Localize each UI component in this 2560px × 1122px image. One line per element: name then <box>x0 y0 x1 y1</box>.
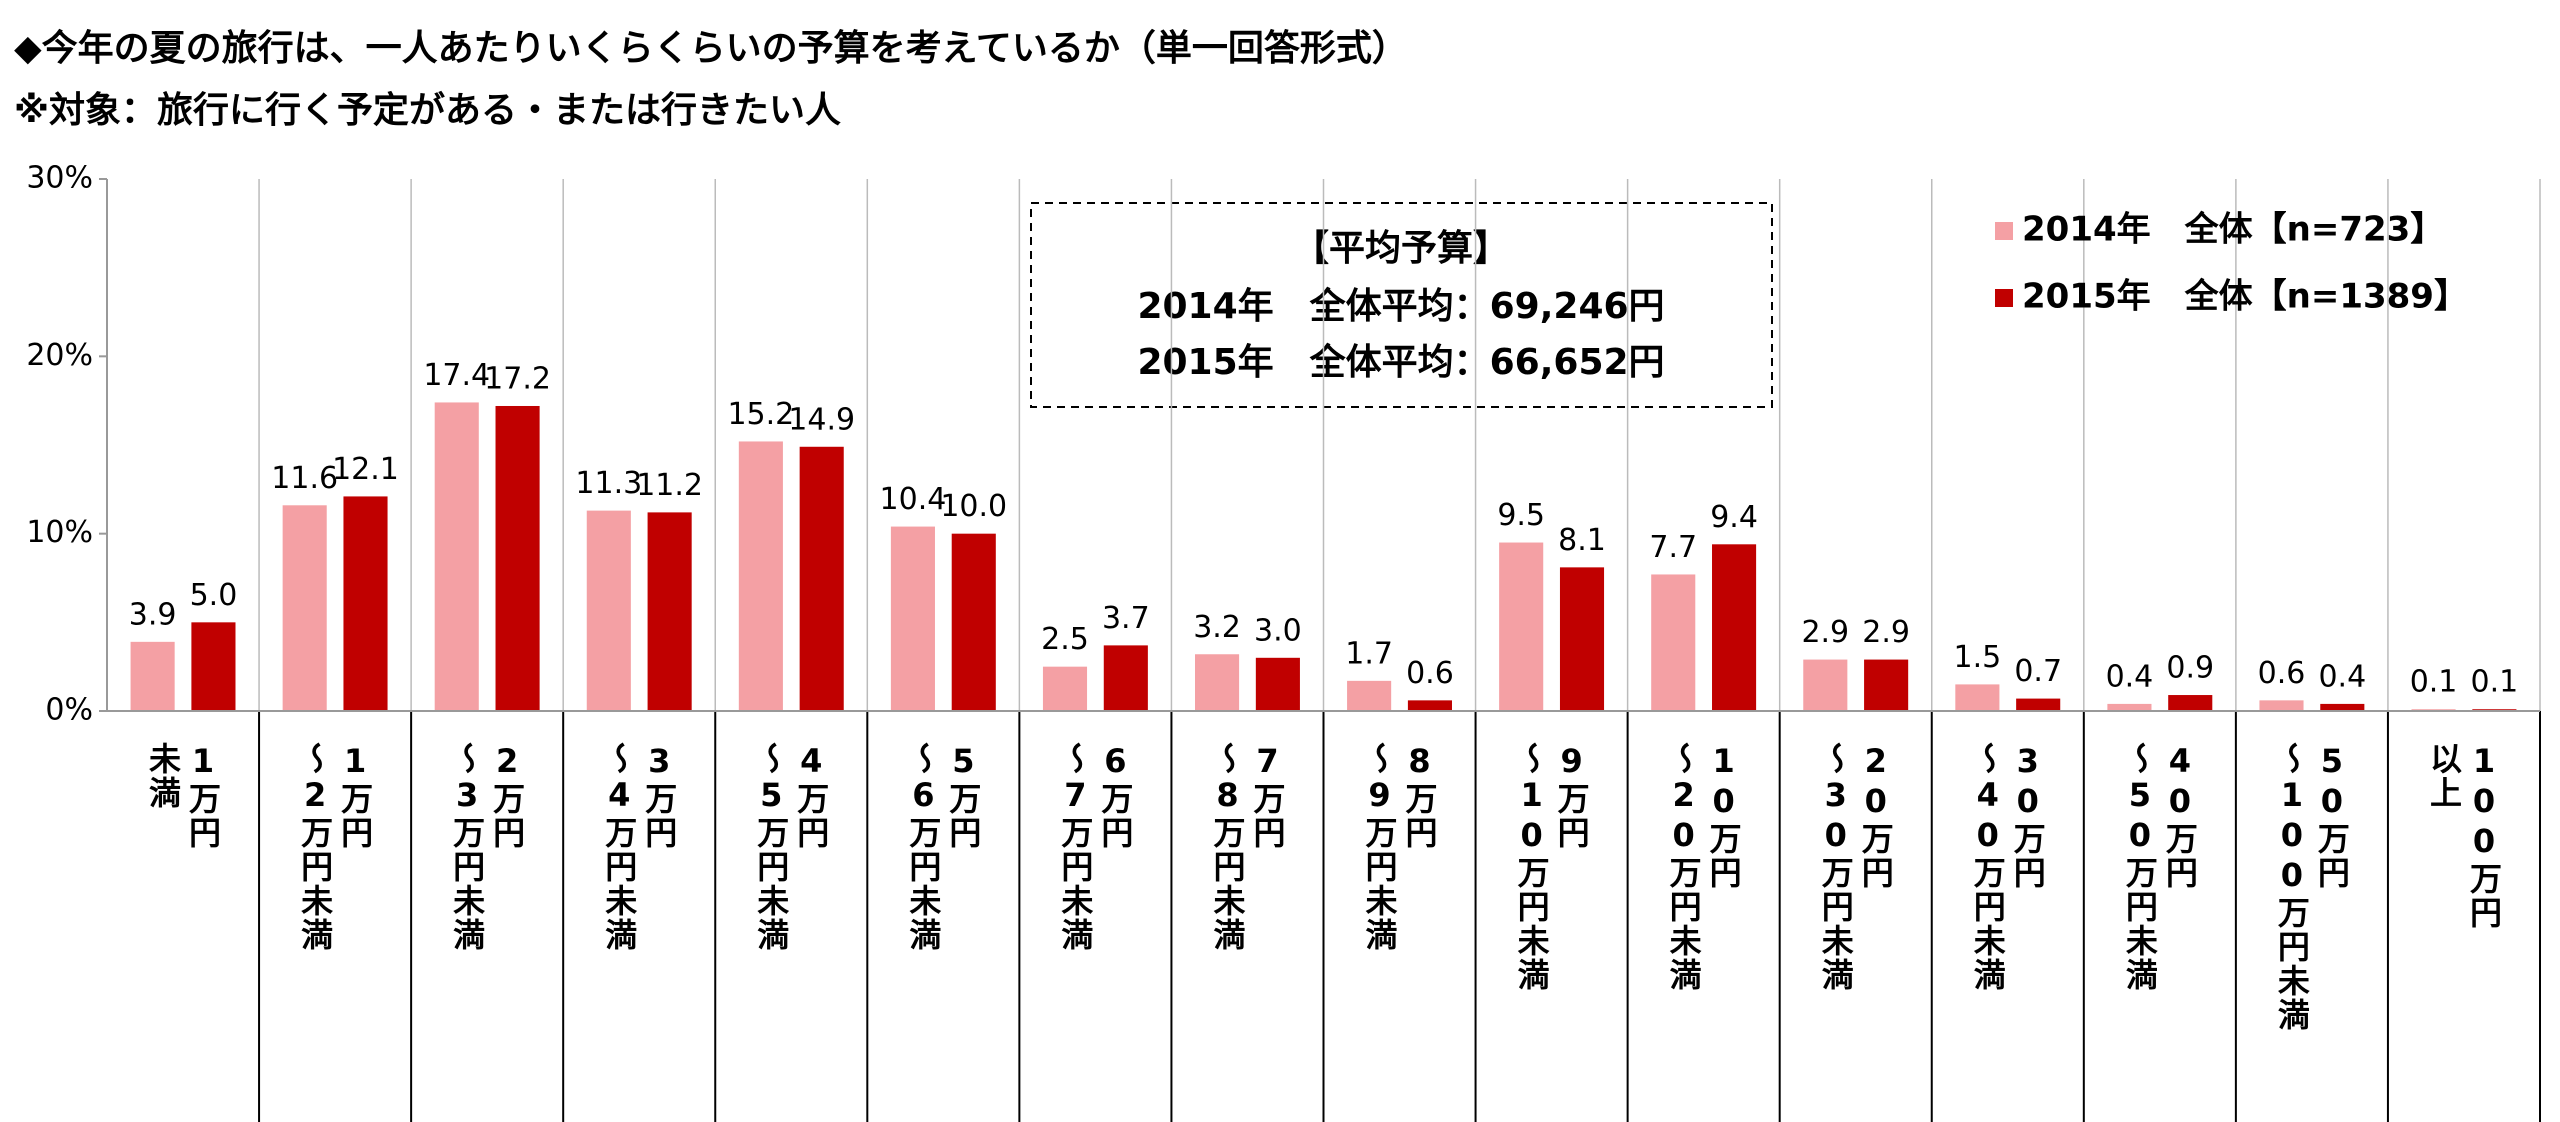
value-label: 17.4 <box>423 358 490 393</box>
x-tick-label: 40万円 ～50万円未満 <box>2120 742 2199 992</box>
x-tick-label: 6万円 ～7万円未満 <box>1056 742 1135 952</box>
x-tick-label: 2万円 ～3万円未満 <box>448 742 527 952</box>
value-label: 3.0 <box>1254 613 1302 648</box>
value-label: 3.7 <box>1102 601 1150 636</box>
value-label: 11.6 <box>271 461 338 496</box>
value-label: 15.2 <box>727 397 794 432</box>
legend-label: 2015年 全体【n=1389】 <box>2022 277 2468 317</box>
value-label: 11.2 <box>636 468 703 503</box>
bar <box>1712 544 1757 711</box>
bar <box>890 526 935 711</box>
x-tick-label: 10万円 ～20万円未満 <box>1664 742 1743 992</box>
bar <box>1651 574 1696 711</box>
value-label: 2.5 <box>1041 622 1089 657</box>
bar <box>2320 703 2365 711</box>
annotation-box <box>1030 202 1773 408</box>
chart-subtitle: ※対象：旅行に行く予定がある・または行きたい人 <box>14 90 841 131</box>
bar <box>434 402 479 711</box>
y-tick-label: 20% <box>26 338 93 373</box>
x-tick-label: 100万円 以上 <box>2424 742 2503 930</box>
x-tick-label: 3万円 ～4万円未満 <box>600 742 679 952</box>
legend-swatch <box>1995 222 2013 240</box>
bar <box>738 441 783 711</box>
value-label: 0.9 <box>2166 651 2214 686</box>
y-tick-label: 30% <box>26 161 93 196</box>
bar <box>343 496 388 711</box>
y-tick-label: 0% <box>45 693 93 728</box>
value-label: 7.7 <box>1649 530 1697 565</box>
value-label: 8.1 <box>1558 523 1606 558</box>
bar <box>1559 567 1605 711</box>
value-label: 0.6 <box>2258 656 2306 691</box>
value-label: 0.4 <box>2106 659 2154 694</box>
annotation: 2014年 全体平均：69,246円 <box>1137 285 1664 327</box>
bar <box>1499 542 1544 711</box>
value-label: 9.4 <box>1710 500 1758 535</box>
bar <box>586 510 631 711</box>
bar <box>1955 684 2000 711</box>
x-tick-label: 7万円 ～8万円未満 <box>1208 742 1287 952</box>
annotation: 2015年 全体平均：66,652円 <box>1137 341 1664 383</box>
value-label: 10.0 <box>940 489 1007 524</box>
value-label: 5.0 <box>190 578 238 613</box>
legend-swatch <box>1995 289 2013 307</box>
value-label: 11.3 <box>575 466 642 501</box>
bar <box>130 641 175 711</box>
x-tick-label: 8万円 ～9万円未満 <box>1360 742 1439 952</box>
value-label: 17.2 <box>484 361 551 396</box>
bar <box>2107 703 2152 711</box>
value-label: 2.9 <box>1862 615 1910 650</box>
value-label: 2.9 <box>1801 615 1849 650</box>
value-label: 0.1 <box>2410 665 2458 700</box>
value-label: 0.1 <box>2471 665 2519 700</box>
bar <box>1864 659 1909 711</box>
x-tick-label: 50万円 ～100万円未満 <box>2272 742 2351 1032</box>
bar <box>2016 698 2061 711</box>
bar <box>2259 700 2304 711</box>
x-tick-label: 9万円 ～10万円未満 <box>1512 742 1591 992</box>
value-label: 3.9 <box>129 597 177 632</box>
x-tick-label: 30万円 ～40万円未満 <box>1968 742 2047 992</box>
legend-label: 2014年 全体【n=723】 <box>2022 210 2444 250</box>
value-label: 12.1 <box>332 452 399 487</box>
value-label: 9.5 <box>1497 498 1545 533</box>
value-label: 0.7 <box>2014 654 2062 689</box>
bar <box>647 512 692 711</box>
bar <box>1347 680 1392 711</box>
annotation: 【平均予算】 <box>1293 228 1509 269</box>
bar <box>1042 666 1088 711</box>
bar <box>2168 695 2213 711</box>
y-tick-label: 10% <box>26 515 93 550</box>
x-tick-label: 4万円 ～5万円未満 <box>752 742 831 952</box>
chart-title: ◆今年の夏の旅行は、一人あたりいくらくらいの予算を考えているか（単一回答形式） <box>14 28 1408 69</box>
bar <box>495 405 540 711</box>
bar <box>1803 659 1848 711</box>
value-label: 1.5 <box>1954 640 2002 675</box>
x-tick-label: 1万円 未満 <box>144 742 223 850</box>
bar <box>191 622 236 711</box>
bar <box>282 505 327 711</box>
bar <box>1407 700 1452 711</box>
value-label: 3.2 <box>1193 610 1241 645</box>
x-tick-label: 5万円 ～6万円未満 <box>904 742 983 952</box>
bar <box>1103 645 1148 711</box>
value-label: 14.9 <box>788 402 855 437</box>
x-tick-label: 20万円 ～30万円未満 <box>1816 742 1895 992</box>
bar <box>1255 657 1300 711</box>
bar <box>799 446 844 711</box>
bar <box>951 533 996 711</box>
value-label: 10.4 <box>880 482 947 517</box>
value-label: 0.4 <box>2318 659 2366 694</box>
value-label: 1.7 <box>1345 636 1393 671</box>
value-label: 0.6 <box>1406 656 1454 691</box>
x-tick-label: 1万円 ～2万円未満 <box>296 742 375 952</box>
bar <box>1195 654 1240 711</box>
